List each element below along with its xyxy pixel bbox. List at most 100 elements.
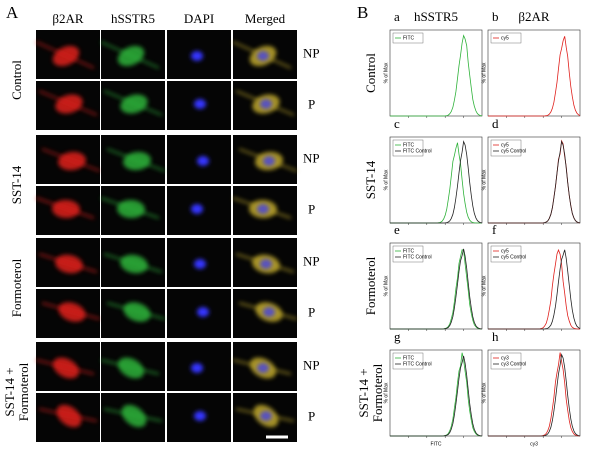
nucleus <box>194 99 206 109</box>
micrograph <box>233 135 298 184</box>
cell-process <box>41 302 101 320</box>
plot-letter: f <box>492 222 497 237</box>
condition-label: P <box>308 408 315 423</box>
cell-process <box>103 90 163 116</box>
micrograph <box>100 30 165 79</box>
plot-frame <box>389 349 483 437</box>
plot-letter: d <box>492 116 499 131</box>
histogram-curve <box>390 140 483 224</box>
cell-process <box>38 408 98 422</box>
legend-label: cy5 Control <box>501 254 526 260</box>
y-axis-label: % of Max <box>481 62 487 83</box>
row-label: Control <box>363 53 378 93</box>
histogram-curve <box>390 355 483 437</box>
y-axis-label: % of Max <box>383 382 389 403</box>
condition-label: P <box>308 304 315 319</box>
panel-label: A <box>6 3 19 22</box>
column-header: DAPI <box>184 11 214 26</box>
micrograph <box>167 30 231 79</box>
micrograph <box>101 393 165 442</box>
nucleus <box>191 204 203 214</box>
plot-letter: b <box>492 9 499 24</box>
y-axis-label: % of Max <box>481 275 487 296</box>
micrograph <box>233 393 297 442</box>
condition-label: NP <box>303 150 320 165</box>
row-label: SST-14 <box>363 160 378 199</box>
legend-label: cy3 <box>501 355 509 361</box>
micrograph <box>36 238 100 287</box>
condition-label: NP <box>303 45 320 60</box>
nucleus <box>257 204 269 214</box>
plot-frame <box>487 29 581 117</box>
nucleus <box>263 307 275 317</box>
histogram-curve <box>488 249 581 330</box>
micrograph <box>232 342 297 391</box>
legend-label: cy5 <box>501 248 509 254</box>
micrograph <box>100 186 165 235</box>
nucleus <box>260 411 272 421</box>
legend-label: cy5 <box>501 35 509 41</box>
histogram-curve <box>390 34 483 117</box>
micrograph <box>167 81 231 130</box>
legend-box <box>392 32 424 44</box>
condition-label: P <box>308 96 315 111</box>
legend-label: FITC Control <box>403 254 432 260</box>
cell-process <box>106 148 166 172</box>
nucleus <box>257 51 269 61</box>
cell-process <box>100 41 160 69</box>
nucleus <box>191 51 203 61</box>
micrograph <box>101 289 166 338</box>
micrograph <box>167 186 231 235</box>
cell-process <box>35 197 95 219</box>
legend-label: cy5 Control <box>501 148 526 154</box>
micrograph <box>35 186 100 235</box>
cell-process <box>38 253 98 273</box>
row-label: SST-14 <box>9 165 24 204</box>
micrograph <box>232 30 297 79</box>
cell-process <box>103 408 163 422</box>
legend-box <box>392 245 424 263</box>
legend-label: FITC <box>403 142 414 148</box>
legend-label: cy5 <box>501 142 509 148</box>
y-axis-label: % of Max <box>383 62 389 83</box>
y-axis-label: % of Max <box>481 382 487 403</box>
nucleus <box>260 259 272 269</box>
y-axis-label: % of Max <box>481 169 487 190</box>
micrograph <box>167 342 231 391</box>
legend-box <box>392 139 424 157</box>
nucleus <box>194 259 206 269</box>
column-header: hSSTR5 <box>111 11 155 26</box>
nucleus <box>197 156 209 166</box>
y-axis-label: % of Max <box>383 275 389 296</box>
row-label: Formoterol <box>363 256 378 315</box>
condition-label: NP <box>303 253 320 268</box>
legend-label: FITC <box>403 35 414 41</box>
nucleus <box>260 99 272 109</box>
micrograph <box>101 238 165 287</box>
cell-process <box>38 90 98 116</box>
micrograph <box>167 238 231 287</box>
column-header: β2AR <box>52 11 84 26</box>
micrograph <box>167 393 231 442</box>
nucleus <box>263 156 275 166</box>
cell-process <box>103 253 163 273</box>
column-header: β2AR <box>518 9 550 24</box>
legend-box <box>490 245 522 263</box>
plot-letter: g <box>394 329 401 344</box>
condition-label: NP <box>303 357 320 372</box>
x-axis-label: FITC <box>430 441 441 447</box>
cell-process <box>35 41 95 69</box>
plot-letter: c <box>394 116 400 131</box>
plot-letter: e <box>394 222 400 237</box>
x-axis-label: cy3 <box>530 441 538 447</box>
micrograph <box>36 289 101 338</box>
micrograph <box>233 81 297 130</box>
nucleus <box>197 307 209 317</box>
legend-box <box>490 32 522 44</box>
y-axis-label: % of Max <box>383 169 389 190</box>
nucleus <box>191 363 203 373</box>
legend-label: cy3 Control <box>501 361 526 367</box>
micrograph <box>36 135 101 184</box>
nucleus <box>257 363 269 373</box>
